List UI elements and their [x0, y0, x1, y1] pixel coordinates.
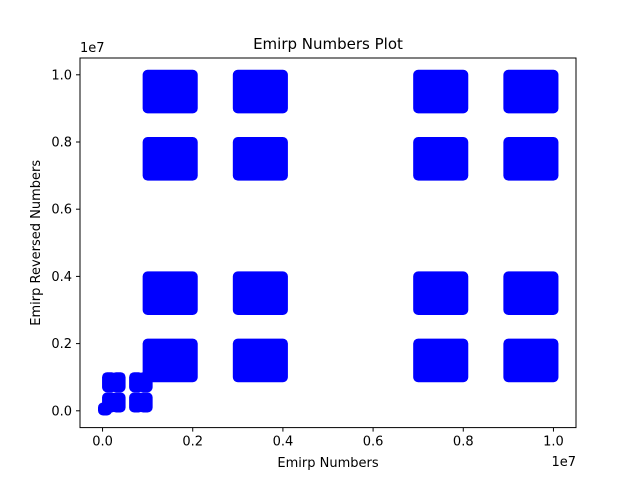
- data-points: [97, 69, 559, 416]
- x-offset-label: 1e7: [551, 455, 576, 470]
- y-tick-label: 0.8: [51, 136, 72, 151]
- point-cluster-0-12: [142, 69, 198, 114]
- y-tick-label: 1.0: [51, 68, 72, 83]
- x-tick-label: 0.4: [273, 435, 294, 450]
- x-tick-label: 0.6: [363, 435, 384, 450]
- point-cluster-0-13: [232, 69, 288, 114]
- point-cluster-0-14: [413, 69, 469, 114]
- y-tick-label: 0.0: [51, 404, 72, 419]
- point-cluster-0-10: [413, 137, 469, 181]
- point-cluster-0-1: [232, 338, 288, 383]
- x-axis-title: Emirp Numbers: [277, 456, 378, 471]
- point-cluster-0-7: [503, 271, 559, 315]
- point-cluster-0-9: [232, 137, 288, 181]
- point-cluster-0-4: [142, 271, 198, 315]
- x-tick-label: 0.8: [453, 435, 474, 450]
- point-cluster-0-8: [142, 137, 198, 181]
- x-tick-label: 1.0: [543, 435, 564, 450]
- point-cluster-0-19: [138, 372, 153, 393]
- plot-frame: [79, 57, 577, 429]
- y-tick-label: 0.4: [51, 270, 72, 285]
- chart-title: Emirp Numbers Plot: [253, 35, 403, 53]
- y-tick-label: 0.2: [51, 337, 72, 352]
- point-cluster-0-15: [503, 69, 559, 114]
- point-cluster-0-0: [142, 338, 198, 383]
- y-axis-title: Emirp Reversed Numbers: [29, 160, 44, 326]
- x-tick-label: 0.2: [182, 435, 203, 450]
- y-axis-ticks: 0.0 0.2 0.4 0.6 0.8 1.0: [51, 68, 80, 419]
- point-cluster-0-24: [97, 402, 113, 416]
- x-tick-label: 0.0: [92, 435, 113, 450]
- point-cluster-0-11: [503, 137, 559, 181]
- point-cluster-0-21: [111, 392, 126, 413]
- y-offset-label: 1e7: [80, 41, 105, 56]
- point-cluster-0-23: [138, 392, 153, 413]
- x-axis-ticks: 0.0 0.2 0.4 0.6 0.8 1.0: [92, 427, 564, 450]
- point-cluster-0-6: [413, 271, 469, 315]
- y-tick-label: 0.6: [51, 203, 72, 218]
- point-cluster-0-17: [111, 372, 126, 393]
- point-cluster-0-3: [503, 338, 559, 383]
- point-cluster-0-5: [232, 271, 288, 315]
- point-cluster-0-2: [413, 338, 469, 383]
